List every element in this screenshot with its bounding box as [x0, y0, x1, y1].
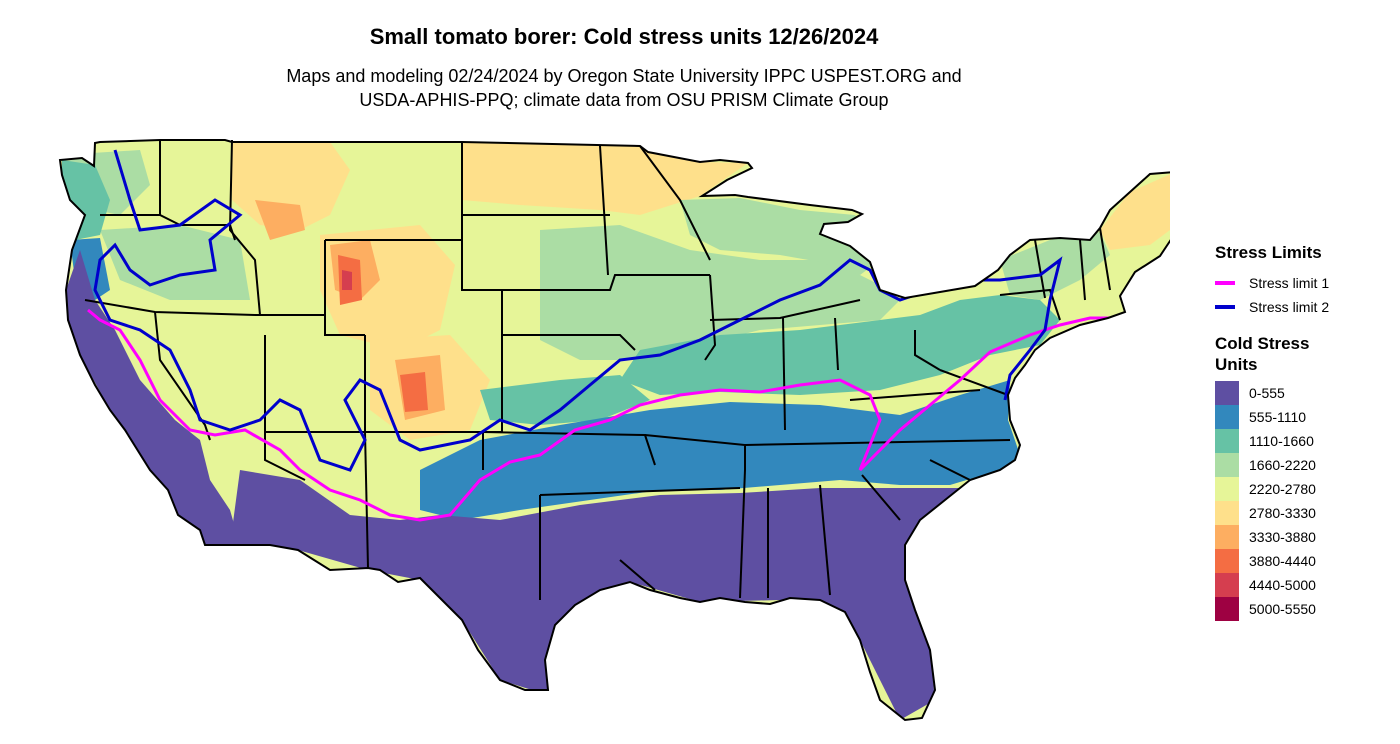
state-boundary — [364, 431, 369, 569]
zone-2780-3330 — [1100, 172, 1170, 250]
state-boundary — [819, 484, 831, 596]
cold-stress-label: 3330-3880 — [1249, 529, 1316, 545]
state-boundaries — [84, 139, 1111, 600]
state-boundary — [744, 439, 1011, 446]
cold-stress-item: 555-1110 — [1215, 405, 1395, 429]
stress-limit-1-line — [87, 308, 1110, 522]
cold-stress-swatch — [1215, 429, 1239, 453]
cold-stress-label: 555-1110 — [1249, 409, 1307, 425]
zone-1660-2220 — [100, 225, 250, 300]
cold-stress-swatch — [1215, 501, 1239, 525]
zone-555-1110 — [420, 380, 1020, 520]
cold-stress-swatch — [1215, 573, 1239, 597]
cold-stress-label: 1110-1660 — [1249, 433, 1314, 449]
legend: Stress Limits Stress limit 1 Stress limi… — [1215, 243, 1395, 621]
state-boundary — [929, 459, 971, 481]
zone-3880-4440 — [400, 372, 428, 412]
stress-limit-1-swatch — [1215, 281, 1235, 285]
cold-stress-item: 1660-2220 — [1215, 453, 1395, 477]
state-boundary — [1034, 239, 1046, 299]
state-boundary — [939, 369, 1009, 396]
map-subtitle: Maps and modeling 02/24/2024 by Oregon S… — [0, 64, 1248, 112]
stress-limit-2-label: Stress limit 2 — [1249, 299, 1330, 315]
map-title: Small tomato borer: Cold stress units 12… — [369, 24, 879, 49]
state-boundary — [999, 288, 1061, 321]
state-boundary — [1079, 239, 1086, 301]
stress-limits-title: Stress Limits — [1215, 243, 1322, 262]
cold-stress-item: 1110-1660 — [1215, 429, 1395, 453]
zone-3330-3880 — [255, 200, 305, 240]
stress-limit-2-item: Stress limit 2 — [1215, 295, 1395, 319]
subtitle-line-2: USDA-APHIS-PPQ; climate data from OSU PR… — [359, 90, 889, 110]
stress-limit-1-item: Stress limit 1 — [1215, 271, 1395, 295]
stress-limit-1-label: Stress limit 1 — [1249, 275, 1330, 291]
state-boundary — [539, 487, 741, 496]
national-border — [58, 139, 1170, 722]
zone-1660-2220 — [1000, 232, 1110, 300]
state-boundary — [704, 274, 717, 361]
cold-stress-item: 0-555 — [1215, 381, 1395, 405]
zone-1110-1660 — [480, 375, 650, 425]
cold-stress-item: 2220-2780 — [1215, 477, 1395, 501]
cold-stress-swatch — [1215, 405, 1239, 429]
cold-stress-swatch — [1215, 453, 1239, 477]
cold-stress-raster — [60, 140, 1170, 720]
state-boundary — [914, 330, 941, 371]
cold-stress-swatch — [1215, 549, 1239, 573]
zone-4440-5000 — [342, 270, 352, 290]
stress-limit-2-swatch — [1215, 305, 1235, 309]
cold-stress-swatch — [1215, 381, 1239, 405]
state-boundary — [739, 469, 746, 599]
cold-stress-item: 5000-5550 — [1215, 597, 1395, 621]
cold-stress-bins: 0-555 555-1110 1110-1660 1660-2220 2220-2780… — [1215, 381, 1395, 621]
cold-stress-swatch — [1215, 477, 1239, 501]
cold-stress-label: 2780-3330 — [1249, 505, 1316, 521]
cold-stress-item: 2780-3330 — [1215, 501, 1395, 525]
state-boundary — [619, 559, 656, 591]
cold-stress-item: 3330-3880 — [1215, 525, 1395, 549]
state-boundary — [709, 299, 861, 321]
state-boundary — [462, 274, 710, 291]
cold-stress-swatch — [1215, 597, 1239, 621]
cold-stress-swatch — [1215, 525, 1239, 549]
zone-1660-2220 — [680, 198, 880, 275]
state-boundary — [599, 145, 609, 276]
cold-stress-label: 0-555 — [1249, 385, 1285, 401]
cold-stress-label: 2220-2780 — [1249, 481, 1316, 497]
zone-1110-1660 — [620, 295, 1060, 395]
state-boundary — [834, 317, 839, 371]
state-boundary — [782, 317, 786, 431]
stress-limits-list: Stress limit 1 Stress limit 2 — [1215, 271, 1395, 319]
us-cold-stress-map — [58, 139, 1170, 722]
subtitle-line-1: Maps and modeling 02/24/2024 by Oregon S… — [286, 66, 962, 86]
state-boundary — [1099, 227, 1111, 291]
zone-1660-2220 — [540, 225, 900, 360]
cold-stress-label: 4440-5000 — [1249, 577, 1316, 593]
state-boundary — [502, 334, 636, 351]
cold-stress-title: Cold Stress Units — [1215, 334, 1310, 374]
cold-stress-label: 1660-2220 — [1249, 457, 1316, 473]
state-boundary — [228, 139, 261, 316]
cold-stress-item: 3880-4440 — [1215, 549, 1395, 573]
cold-stress-item: 4440-5000 — [1215, 573, 1395, 597]
cold-stress-label: 3880-4440 — [1249, 553, 1316, 569]
zone-0-555 — [230, 462, 1015, 720]
state-boundary — [255, 314, 365, 336]
state-boundary — [639, 145, 711, 261]
state-boundary — [861, 474, 901, 521]
cold-stress-label: 5000-5550 — [1249, 601, 1316, 617]
